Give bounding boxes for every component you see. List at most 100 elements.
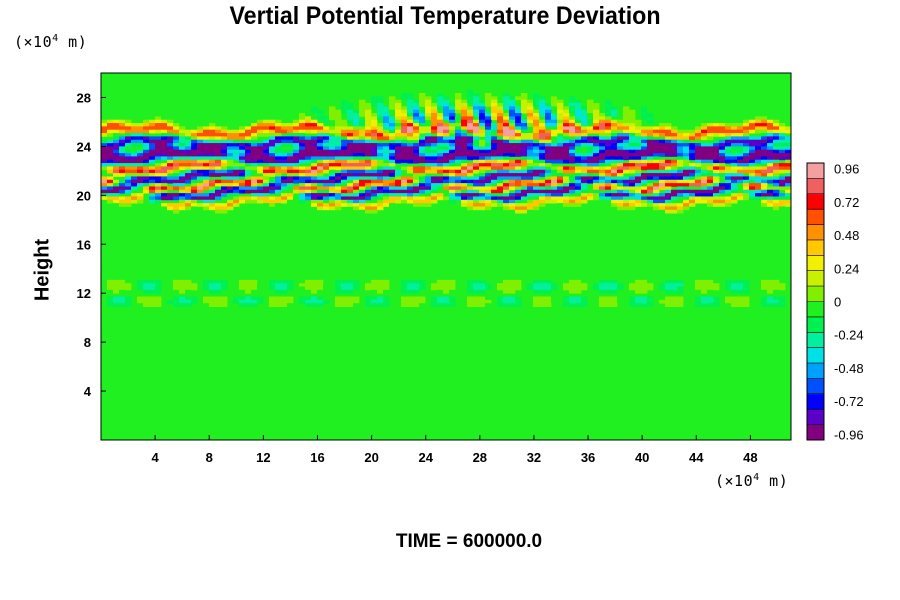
heatmap-cell — [593, 109, 600, 114]
heatmap-cell — [329, 159, 336, 164]
heatmap-cell — [431, 286, 438, 291]
heatmap-cell — [113, 116, 120, 121]
heatmap-cell — [491, 113, 498, 117]
heatmap-cell — [215, 303, 222, 307]
heatmap-cell — [701, 156, 708, 161]
heatmap-cell — [263, 129, 270, 134]
heatmap-cell — [581, 196, 588, 201]
heatmap-cell — [221, 176, 228, 181]
heatmap-cell — [485, 206, 492, 211]
heatmap-cell — [365, 109, 372, 114]
heatmap-cell — [581, 173, 588, 177]
heatmap-cell — [341, 203, 348, 207]
heatmap-cell — [293, 189, 300, 194]
heatmap-cell — [251, 299, 258, 304]
heatmap-cell — [479, 183, 486, 187]
heatmap-cell — [341, 169, 348, 174]
heatmap-cell — [749, 196, 756, 201]
heatmap-cell — [143, 163, 150, 167]
heatmap-cell — [113, 123, 120, 127]
heatmap-cell — [647, 296, 654, 301]
heatmap-cell — [611, 299, 618, 304]
heatmap-cell — [701, 166, 708, 171]
heatmap-cell — [617, 166, 624, 171]
heatmap-cell — [635, 173, 642, 177]
heatmap-cell — [137, 296, 144, 301]
heatmap-cell — [323, 189, 330, 194]
heatmap-cell — [281, 169, 288, 174]
heatmap-cell — [191, 153, 198, 157]
heatmap-cell — [191, 139, 198, 144]
heatmap-cell — [263, 193, 270, 197]
heatmap-cell — [341, 109, 348, 114]
heatmap-cell — [719, 159, 726, 164]
heatmap-cell — [539, 106, 546, 111]
heatmap-cell — [677, 146, 684, 151]
heatmap-cell — [107, 169, 114, 174]
heatmap-cell — [695, 159, 702, 164]
heatmap-cell — [389, 199, 396, 204]
heatmap-cell — [605, 303, 612, 307]
heatmap-cell — [767, 196, 774, 201]
heatmap-cell — [443, 286, 450, 291]
heatmap-cell — [629, 199, 636, 204]
heatmap-cell — [209, 189, 216, 194]
heatmap-cell — [203, 159, 210, 164]
heatmap-cell — [299, 153, 306, 157]
heatmap-cell — [617, 133, 624, 137]
heatmap-cell — [179, 289, 186, 294]
heatmap-cell — [359, 103, 366, 107]
heatmap-cell — [227, 186, 234, 191]
heatmap-cell — [629, 193, 636, 197]
heatmap-cell — [503, 93, 510, 97]
heatmap-cell — [635, 149, 642, 154]
heatmap-cell — [437, 119, 444, 124]
heatmap-cell — [167, 129, 174, 134]
heatmap-cell — [479, 149, 486, 154]
heatmap-cell — [209, 169, 216, 174]
heatmap-cell — [743, 299, 750, 304]
heatmap-cell — [299, 159, 306, 164]
heatmap-cell — [107, 186, 114, 191]
heatmap-cell — [329, 146, 336, 151]
heatmap-cell — [377, 203, 384, 207]
heatmap-cell — [311, 186, 318, 191]
heatmap-cell — [677, 136, 684, 141]
heatmap-cell — [143, 126, 150, 131]
heatmap-cell — [215, 179, 222, 184]
heatmap-cell — [239, 199, 246, 204]
heatmap-cell — [233, 283, 240, 287]
heatmap-cell — [371, 129, 378, 134]
heatmap-cell — [455, 99, 462, 104]
heatmap-cell — [137, 133, 144, 137]
heatmap-cell — [521, 99, 528, 104]
heatmap-cell — [155, 173, 162, 177]
heatmap-cell — [347, 139, 354, 144]
heatmap-cell — [347, 153, 354, 157]
heatmap-cell — [173, 169, 180, 174]
heatmap-cell — [347, 303, 354, 307]
heatmap-cell — [629, 149, 636, 154]
heatmap-cell — [119, 169, 126, 174]
heatmap-cell — [605, 103, 612, 107]
heatmap-cell — [401, 196, 408, 201]
heatmap-cell — [125, 173, 132, 177]
heatmap-cell — [365, 163, 372, 167]
heatmap-cell — [629, 139, 636, 144]
heatmap-cell — [245, 299, 252, 304]
heatmap-cell — [413, 166, 420, 171]
heatmap-cell — [677, 189, 684, 194]
heatmap-cell — [449, 146, 456, 151]
heatmap-cell — [695, 133, 702, 137]
heatmap-cell — [209, 183, 216, 187]
heatmap-cell — [521, 203, 528, 207]
heatmap-cell — [485, 153, 492, 157]
heatmap-cell — [425, 99, 432, 104]
heatmap-cell — [371, 296, 378, 301]
heatmap-cell — [635, 159, 642, 164]
colorbar-swatch — [807, 316, 824, 333]
heatmap-cell — [551, 186, 558, 191]
heatmap-cell — [329, 193, 336, 197]
heatmap-cell — [647, 149, 654, 154]
heatmap-cell — [575, 99, 582, 104]
